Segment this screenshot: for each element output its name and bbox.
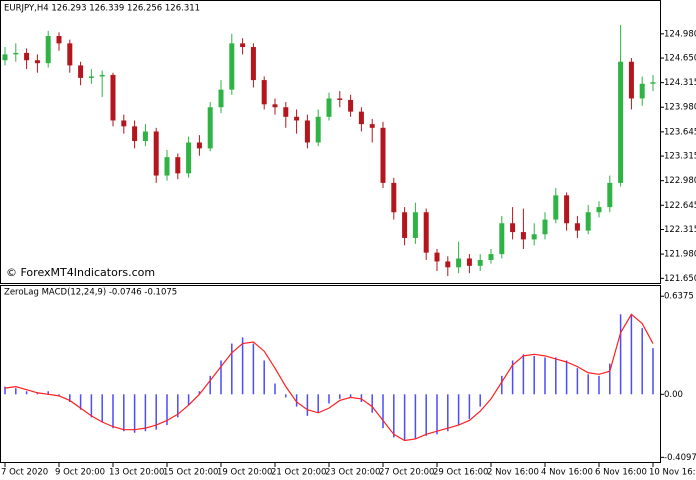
candle-body [99,74,105,77]
candle-body [207,107,213,149]
x-tick-label: 21 Oct 20:00 [271,468,326,478]
candle-body [250,47,256,81]
candle-body [110,74,116,121]
candle-body [542,219,548,235]
candle-body [607,182,613,208]
candle-body [650,82,656,84]
candle-body [510,223,516,233]
y-tick-label: 0.6375 [664,292,694,302]
y-tick-label: 123.980 [664,103,696,113]
candle-body [2,54,8,61]
x-tick-label: 29 Oct 16:00 [433,468,488,478]
candle-body [121,120,127,127]
candle-body [434,252,440,262]
y-tick-label: 121.980 [664,250,696,260]
candle-body [445,261,451,268]
y-tick-label: 121.650 [664,274,696,284]
y-tick-label: -0.4097 [664,453,696,463]
y-tick-label: 124.315 [664,78,696,88]
candle-body [132,126,138,142]
candle-body [175,157,181,174]
candle-body [326,98,332,117]
candle-body [639,83,645,99]
candle-body [229,43,235,90]
macd-title: ZeroLag MACD(12,24,9) -0.0746 -0.1075 [4,288,177,298]
candle-body [585,212,591,231]
candle-body [553,195,559,220]
candle-body [78,65,84,78]
candle-body [499,223,505,255]
y-tick-label: 122.980 [664,176,696,186]
candle-body [618,61,624,183]
candle-body [56,36,62,44]
candle-body [380,127,386,183]
y-tick-label: 124.980 [664,29,696,39]
candle-body [348,99,354,112]
candle-body [272,104,278,108]
y-tick-label: 124.650 [664,54,696,64]
x-tick-label: 15 Oct 20:00 [163,468,218,478]
x-tick-label: 6 Nov 16:00 [595,468,647,478]
price-title: EURJPY,H4 126.293 126.339 126.256 126.31… [4,4,200,14]
x-tick-label: 19 Oct 20:00 [217,468,272,478]
candle-body [24,52,30,61]
y-tick-label: 0.00 [664,390,683,400]
candle-body [391,182,397,213]
candle-body [564,195,570,224]
y-tick-label: 123.645 [664,127,696,137]
x-tick-label: 2 Nov 16:00 [487,468,539,478]
candle-body [520,232,526,240]
candle-body [423,212,429,253]
candle-body [240,43,246,48]
candle-body [574,223,580,231]
x-tick-label: 9 Oct 20:00 [55,468,105,478]
price-panel-frame [0,0,661,284]
y-tick-label: 123.315 [664,152,696,162]
watermark: © ForexMT4Indicators.com [6,266,155,279]
candle-body [304,120,310,143]
x-tick-label: 10 Nov 16:00 [649,468,696,478]
candle-body [294,116,300,121]
y-tick-label: 122.645 [664,201,696,211]
x-tick-label: 23 Oct 20:00 [325,468,380,478]
candle-body [45,36,51,64]
candle-body [531,234,537,240]
candle-body [283,107,289,117]
candle-body [337,98,343,100]
macd-panel-frame [0,285,661,463]
candle-body [186,142,192,174]
candle-body [34,60,40,64]
candle-body [13,52,19,55]
candle-body [369,124,375,128]
candle-body [466,258,472,266]
x-tick-label: 27 Oct 20:00 [379,468,434,478]
candle-body [164,157,170,176]
candle-body [261,80,267,105]
candle-body [358,111,364,125]
candle-body [402,212,408,238]
candle-body [153,131,159,176]
candle-body [477,259,483,266]
candle-body [218,89,224,108]
candle-body [456,258,462,268]
signal-line [4,313,654,442]
x-tick-label: 7 Oct 2020 [1,468,48,478]
candle-body [67,43,73,66]
candle-body [596,207,602,213]
candle-body [315,116,321,143]
candle-body [412,212,418,238]
x-tick-label: 4 Nov 16:00 [541,468,593,478]
candle-body [628,61,634,99]
candle-body [142,131,148,142]
candle-body [196,142,202,149]
candle-body [488,254,494,260]
y-tick-label: 122.315 [664,225,696,235]
x-tick-label: 13 Oct 20:00 [109,468,164,478]
candle-body [88,76,94,78]
